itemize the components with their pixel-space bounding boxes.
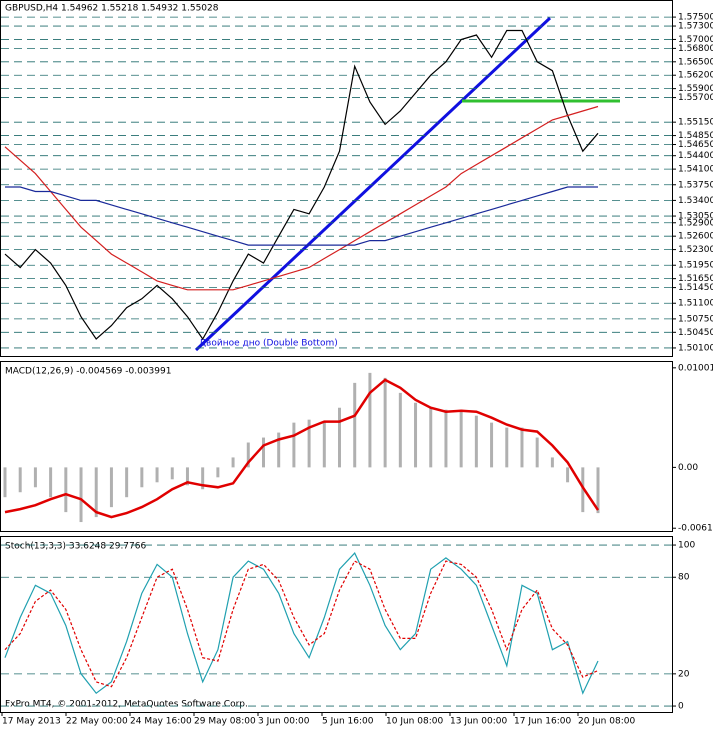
y-tick-label: 1.51100 — [678, 299, 713, 309]
y-tick-label: 1.56800 — [678, 44, 713, 54]
y-tick-label: 0.010013 — [678, 363, 713, 373]
x-tick-label: 3 Jun 00:00 — [258, 717, 310, 727]
series-line — [4, 105, 599, 291]
y-tick-label: 80 — [678, 573, 690, 583]
stoch-panel — [0, 536, 673, 713]
x-tick-label: 17 May 2013 — [2, 717, 61, 727]
y-tick-label: 1.55150 — [678, 118, 713, 128]
pattern-label: Двойное дно (Double Bottom) — [199, 339, 338, 349]
y-tick-label: 1.53050 — [678, 212, 713, 222]
y-tick-label: 1.54850 — [678, 131, 713, 141]
y-tick-label: 1.52600 — [678, 232, 713, 242]
y-tick-label: 1.54400 — [678, 151, 713, 161]
y-tick-label: -0.00612 — [678, 524, 713, 534]
y-tick-label: 1.51450 — [678, 283, 713, 293]
y-tick-label: 0.00 — [678, 463, 698, 473]
x-tick-label: 29 May 08:00 — [194, 717, 256, 727]
macd-panel — [0, 361, 673, 532]
series-line — [4, 378, 600, 519]
y-tick-label: 1.56200 — [678, 71, 713, 81]
copyright: FxPro MT4, © 2001-2012, MetaQuotes Softw… — [5, 700, 248, 710]
y-tick-label: 1.51950 — [678, 261, 713, 271]
y-tick-label: 1.57500 — [678, 13, 713, 23]
series-line — [4, 560, 599, 688]
y-tick-label: 1.50100 — [678, 343, 713, 353]
y-tick-label: 1.57300 — [678, 22, 713, 32]
y-tick-label: 100 — [678, 541, 695, 551]
y-tick-label: 1.56500 — [678, 57, 713, 67]
y-tick-label: 1.51650 — [678, 274, 713, 284]
x-tick-label: 22 May 00:00 — [66, 717, 128, 727]
series-line — [5, 186, 598, 246]
y-tick-label: 1.50450 — [678, 328, 713, 338]
y-tick-label: 1.53750 — [678, 180, 713, 190]
x-tick-label: 13 Jun 00:00 — [450, 717, 507, 727]
series-line — [4, 29, 599, 341]
y-tick-label: 1.53400 — [678, 196, 713, 206]
price-title: GBPUSD,H4 1.54962 1.55218 1.54932 1.5502… — [5, 4, 219, 14]
y-tick-label: 0 — [678, 702, 684, 712]
macd-title: MACD(12,26,9) -0.004569 -0.003991 — [5, 367, 171, 377]
x-tick-label: 5 Jun 16:00 — [322, 717, 374, 727]
y-tick-label: 1.55700 — [678, 93, 713, 103]
price-panel — [0, 0, 673, 357]
y-tick-label: 1.54650 — [678, 140, 713, 150]
x-tick-label: 10 Jun 08:00 — [386, 717, 443, 727]
y-tick-label: 1.52300 — [678, 245, 713, 255]
y-tick-label: 1.54100 — [678, 165, 713, 175]
series-line — [4, 552, 599, 695]
x-tick-label: 17 Jun 16:00 — [514, 717, 571, 727]
y-tick-label: 1.52900 — [678, 218, 713, 228]
stoch-title: Stoch(13,3,3) 33.6248 29.7766 — [5, 542, 146, 552]
trend-line — [194, 16, 552, 352]
y-tick-label: 1.50750 — [678, 314, 713, 324]
x-tick-label: 20 Jun 08:00 — [578, 717, 635, 727]
x-tick-label: 24 May 16:00 — [130, 717, 192, 727]
y-tick-label: 20 — [678, 669, 690, 679]
y-tick-label: 1.57000 — [678, 35, 713, 45]
y-tick-label: 1.55900 — [678, 84, 713, 94]
